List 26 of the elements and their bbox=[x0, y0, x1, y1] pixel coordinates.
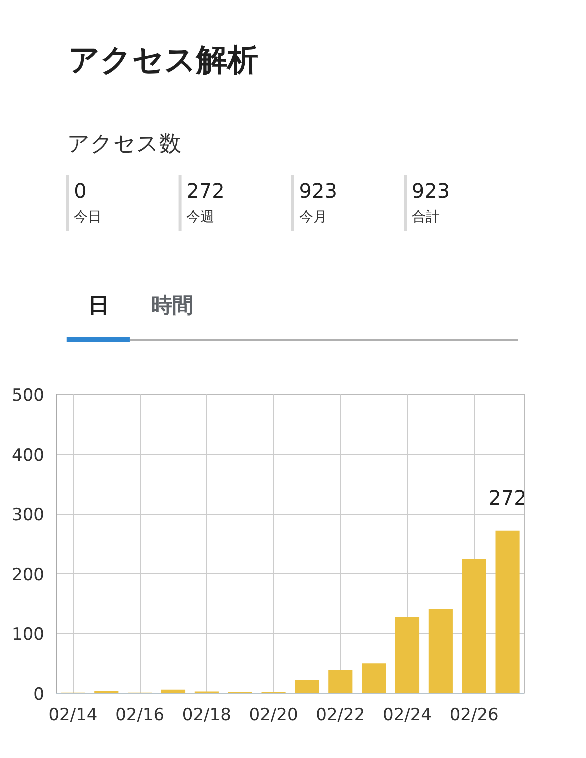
x-tick-label: 02/22 bbox=[316, 706, 366, 726]
x-tick-label: 02/14 bbox=[48, 706, 98, 726]
y-tick-label: 100 bbox=[12, 625, 45, 646]
category-label: 今週 bbox=[186, 210, 215, 226]
x-tick-label: 02/20 bbox=[249, 706, 298, 726]
y-tick-label: 500 bbox=[12, 386, 45, 406]
y-tick-label: 400 bbox=[12, 446, 45, 466]
data-label: 0 bbox=[74, 179, 87, 203]
data-label: 272 bbox=[488, 486, 527, 510]
text: 日 bbox=[88, 294, 110, 318]
y-tick-label: 300 bbox=[12, 506, 45, 526]
category-label: 今月 bbox=[299, 210, 328, 226]
y-tick-label: 200 bbox=[12, 565, 45, 586]
x-tick-label: 02/18 bbox=[182, 706, 232, 726]
category-label: 合計 bbox=[412, 210, 440, 226]
x-tick-label: 02/24 bbox=[383, 706, 432, 726]
y-tick-label: 0 bbox=[34, 685, 45, 705]
text: 時間 bbox=[151, 294, 194, 318]
x-tick-label: 02/16 bbox=[116, 706, 165, 726]
x-tick-label: 02/26 bbox=[450, 706, 499, 726]
text: アクセス解析 bbox=[68, 42, 258, 78]
text: アクセス数 bbox=[68, 132, 182, 157]
data-label: 272 bbox=[186, 179, 225, 203]
data-label: 923 bbox=[299, 179, 338, 203]
data-label: 923 bbox=[412, 179, 450, 203]
category-label: 今日 bbox=[74, 210, 102, 226]
